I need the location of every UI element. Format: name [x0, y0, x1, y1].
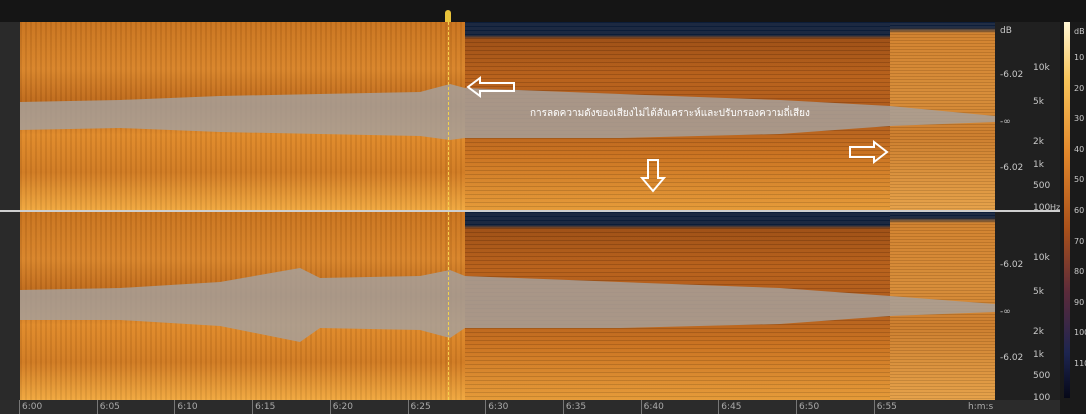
hz-label: 100 [1033, 203, 1050, 213]
hz-label: 500 [1033, 181, 1050, 191]
arrow-down [640, 158, 666, 194]
db-label: -6.02 [1000, 260, 1023, 270]
time-label: 6:55 [877, 402, 897, 412]
colorbar-label: 90 [1074, 298, 1084, 308]
time-tick [19, 400, 20, 414]
annotation: การลดความดังของเสียงไม่ได้สังเคราะห์และป… [530, 109, 810, 119]
amplitude-scale [995, 212, 1060, 400]
time-tick [97, 400, 98, 414]
time-label: 6:45 [721, 402, 741, 412]
time-tick [641, 400, 642, 414]
time-label: 6:00 [22, 402, 42, 412]
hz-label: 1k [1033, 160, 1044, 170]
hz-label: 2k [1033, 137, 1044, 147]
timeline: 6:00 6:05 6:10 6:15 6:20 6:25 6:30 6:35 6:40 6:45… [0, 400, 1060, 414]
time-label: 6:25 [411, 402, 431, 412]
colorbar-label: 30 [1074, 114, 1084, 124]
db-label: -∞ [1000, 117, 1011, 127]
amplitude-scale [995, 22, 1060, 210]
waveform [20, 212, 995, 400]
time-tick [485, 400, 486, 414]
colorbar-label: 40 [1074, 145, 1084, 155]
time-tick [174, 400, 175, 414]
time-tick [252, 400, 253, 414]
time-tick [563, 400, 564, 414]
db-label: -6.02 [1000, 353, 1023, 363]
time-label: 6:15 [255, 402, 275, 412]
toolbar-strip [0, 0, 1086, 22]
colorbar-label: 100 [1074, 328, 1086, 338]
time-label: 6:35 [566, 402, 586, 412]
db-title: dB [1000, 26, 1012, 36]
hz-label: 1k [1033, 350, 1044, 360]
arrow-left [466, 76, 518, 98]
time-label: 6:40 [644, 402, 664, 412]
colorbar-label: 70 [1074, 237, 1084, 247]
colorbar-label: 110 [1074, 359, 1086, 369]
db-label: -6.02 [1000, 163, 1023, 173]
spectrogram-channel [20, 212, 995, 400]
arrow-right [848, 140, 890, 164]
hz-label: 10k [1033, 63, 1050, 73]
colorbar-label: 80 [1074, 267, 1084, 277]
time-tick [796, 400, 797, 414]
colorbar-label: 60 [1074, 206, 1084, 216]
spectrogram-channel [20, 22, 995, 210]
colorbar [1064, 22, 1070, 398]
hz-label: 500 [1033, 371, 1050, 381]
hz-label: 2k [1033, 327, 1044, 337]
colorbar-label: 50 [1074, 175, 1084, 185]
db-label: -∞ [1000, 307, 1011, 317]
time-tick [330, 400, 331, 414]
waveform [20, 22, 995, 210]
time-label: 6:50 [799, 402, 819, 412]
time-unit: h:m:s [968, 402, 993, 412]
hz-label: 5k [1033, 287, 1044, 297]
hz-label: 100 [1033, 393, 1050, 403]
playhead-line [448, 22, 449, 400]
time-label: 6:30 [488, 402, 508, 412]
time-tick [874, 400, 875, 414]
time-label: 6:10 [177, 402, 197, 412]
colorbar-label: 20 [1074, 84, 1084, 94]
time-tick [718, 400, 719, 414]
time-label: 6:20 [333, 402, 353, 412]
time-tick [408, 400, 409, 414]
time-label: 6:05 [100, 402, 120, 412]
db-label: -6.02 [1000, 70, 1023, 80]
hz-label: 10k [1033, 253, 1050, 263]
colorbar-label: 10 [1074, 53, 1084, 63]
hz-label: 5k [1033, 97, 1044, 107]
audio-editor: การลดความดังของเสียงไม่ได้สังเคราะห์และป… [0, 0, 1086, 414]
hz-unit: Hz [1050, 203, 1060, 213]
colorbar-title: dB [1074, 27, 1085, 37]
